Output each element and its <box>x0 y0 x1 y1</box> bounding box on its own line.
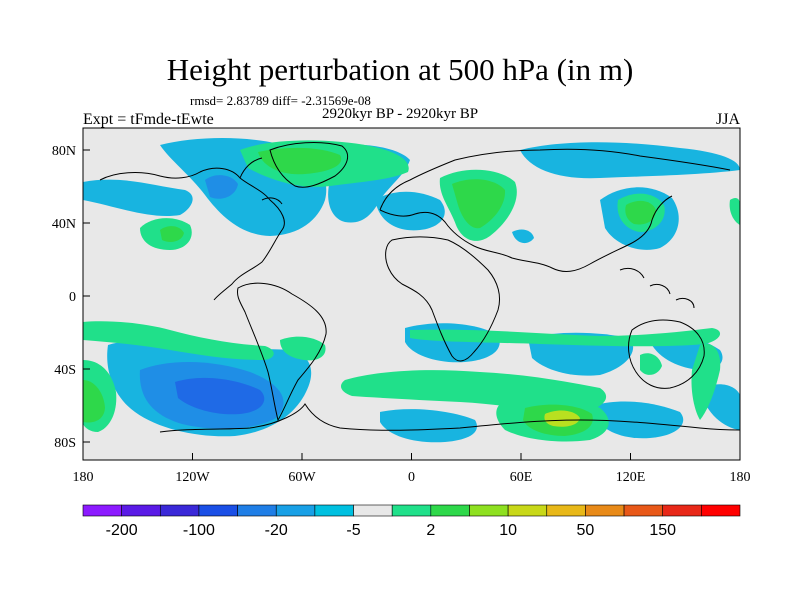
colorbar-label-0: -200 <box>106 522 138 539</box>
coastlines <box>99 142 740 433</box>
contour-green <box>160 226 184 242</box>
colorbar-label-4: 2 <box>426 522 435 539</box>
colorbar-swatch-0 <box>82 504 122 517</box>
coastline-greenland <box>269 142 349 188</box>
map-plot-area <box>83 128 740 460</box>
contour-light-green <box>83 321 274 360</box>
latitude-axis: 80N 40N 0 40S 80S <box>52 144 90 451</box>
colorbar-swatch-6 <box>314 504 354 517</box>
lon-tick-label-0: 180 <box>73 470 94 485</box>
contour-green <box>83 380 105 423</box>
lon-tick-label-1: 120W <box>175 470 210 485</box>
contour-light-green <box>691 343 721 420</box>
contour-yellow-green <box>544 410 580 427</box>
colorbar-swatch-11 <box>507 504 548 517</box>
contour-light-blue <box>595 401 684 439</box>
rmsd-diff-label: rmsd= 2.83789 diff= -2.31569e-08 <box>190 93 371 108</box>
colorbar-label-5: 10 <box>499 522 517 539</box>
lat-tick-label-4: 80S <box>54 436 76 451</box>
colorbar-label-1: -100 <box>183 522 215 539</box>
season-label: JJA <box>716 111 741 128</box>
colorbar-swatch-12 <box>546 504 586 517</box>
colorbar-swatch-4 <box>237 504 277 517</box>
lat-tick-label-2: 0 <box>69 290 76 305</box>
experiment-label: Expt = tFmde-tEwte <box>83 111 214 128</box>
longitude-axis: 180 120W 60W 0 60E 120E 180 <box>73 453 751 485</box>
colorbar-swatch-5 <box>275 504 316 517</box>
contour-light-blue <box>512 229 534 244</box>
colorbar-swatch-7 <box>353 504 393 517</box>
lon-tick-label-4: 60E <box>510 470 533 485</box>
coastline-eurasia <box>379 148 731 272</box>
coastline-africa <box>385 236 501 362</box>
contour-green <box>625 200 656 225</box>
lat-tick-label-1: 40N <box>52 217 76 232</box>
colorbar-swatch-3 <box>198 504 238 517</box>
contour-green <box>452 179 506 229</box>
contour-light-blue <box>375 191 445 231</box>
coastline-maritime-asia <box>619 267 695 309</box>
contour-light-blue <box>380 409 477 443</box>
contour-light-green <box>280 336 326 361</box>
colorbar-swatch-1 <box>121 504 161 517</box>
lon-tick-label-6: 180 <box>730 470 751 485</box>
lon-tick-label-5: 120E <box>616 470 646 485</box>
colorbar-swatch-9 <box>430 504 470 517</box>
period-label: 2920kyr BP - 2920kyr BP <box>322 106 479 122</box>
contour-light-green <box>729 197 740 225</box>
coastline-north-america <box>99 157 285 301</box>
colorbar-swatch-2 <box>159 504 200 517</box>
contour-light-blue <box>520 142 740 179</box>
colorbar: -200 -100 -20 -5 2 10 50 150 <box>82 504 741 539</box>
colorbar-label-3: -5 <box>346 522 360 539</box>
chart-title: Height perturbation at 500 hPa (in m) <box>166 52 634 87</box>
lon-tick-label-3: 0 <box>408 470 415 485</box>
contour-fields <box>83 138 740 443</box>
colorbar-label-2: -20 <box>265 522 288 539</box>
coastline-antarctica <box>159 403 740 433</box>
contour-light-green <box>640 353 662 375</box>
colorbar-label-6: 50 <box>577 522 595 539</box>
contour-light-blue <box>83 179 193 217</box>
lat-tick-label-3: 40S <box>54 363 76 378</box>
contour-green <box>258 147 342 175</box>
colorbar-swatch-10 <box>469 504 509 517</box>
lon-tick-label-2: 60W <box>288 470 316 485</box>
colorbar-swatch-16 <box>701 504 741 517</box>
contour-dark-blue <box>175 377 265 415</box>
colorbar-swatch-13 <box>585 504 625 517</box>
colorbar-swatch-8 <box>391 504 432 517</box>
lat-tick-label-0: 80N <box>52 144 76 159</box>
colorbar-swatch-15 <box>662 504 702 517</box>
contour-mid-blue <box>205 175 238 199</box>
colorbar-swatch-14 <box>623 504 664 517</box>
coastline-south-america <box>237 282 327 422</box>
coastline-australia <box>628 319 705 389</box>
colorbar-label-7: 150 <box>649 522 676 539</box>
